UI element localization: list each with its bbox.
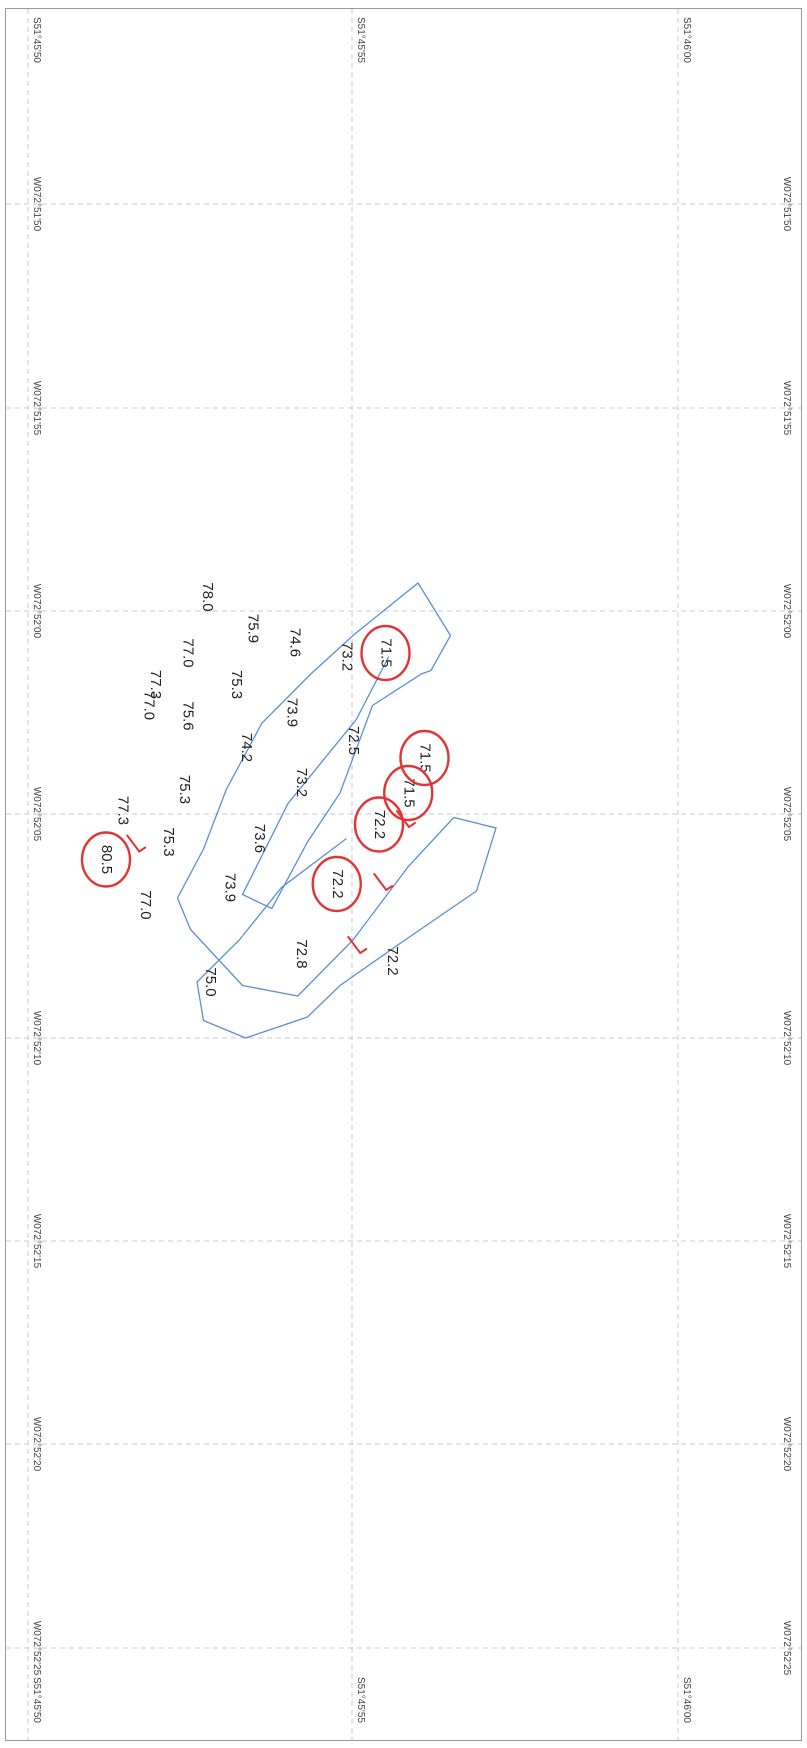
reading-label: 75.3 xyxy=(160,827,177,856)
grid-lines xyxy=(6,9,801,1740)
lat-label-top: S51°45'55 xyxy=(355,17,366,63)
reading-label: 80.5 xyxy=(98,845,115,874)
lat-label-bottom: S51°46'00 xyxy=(681,1677,692,1723)
lon-label-right: W072°52'00 xyxy=(781,584,792,639)
coordinate-labels: W072°52'25 W072°52'25 W072°52'20 W072°52'20… xyxy=(31,17,792,1723)
reading-label: 75.3 xyxy=(228,670,245,699)
lon-label-right: W072°52'05 xyxy=(781,787,792,842)
reading-labels: 71.571.571.572.272.272.273.274.675.978.0… xyxy=(98,582,434,996)
lon-label-right: W072°52'20 xyxy=(781,1417,792,1472)
reading-label: 72.2 xyxy=(371,810,388,839)
lon-label-right: W072°51'50 xyxy=(781,177,792,232)
reading-label: 77.3 xyxy=(114,796,131,825)
lon-label-left: W072°51'55 xyxy=(31,381,42,436)
red-tick-mark xyxy=(347,936,368,955)
reading-label: 77.0 xyxy=(140,691,157,720)
red-tick-mark xyxy=(373,873,394,892)
reading-label: 78.0 xyxy=(199,582,216,611)
survey-track-line xyxy=(176,582,497,1039)
lon-label-right: W072°52'15 xyxy=(781,1214,792,1269)
reading-label: 75.6 xyxy=(179,701,196,730)
reading-label: 71.5 xyxy=(400,778,417,807)
lat-label-bottom: S51°45'55 xyxy=(355,1677,366,1723)
lon-label-right: W072°52'10 xyxy=(781,1011,792,1066)
reading-label: 73.2 xyxy=(339,642,356,671)
reading-label: 77.3 xyxy=(147,670,164,699)
reading-label: 71.5 xyxy=(378,638,395,667)
reading-label: 73.9 xyxy=(283,698,300,727)
lon-label-left: W072°51'50 xyxy=(31,177,42,232)
red-circle xyxy=(80,831,132,888)
reading-label: 72.5 xyxy=(345,726,362,755)
reading-label: 73.6 xyxy=(251,824,268,853)
red-circle xyxy=(311,855,362,913)
reading-label: 75.9 xyxy=(244,614,261,643)
red-circle xyxy=(360,624,411,682)
reading-label: 74.2 xyxy=(238,733,255,762)
reading-label: 73.2 xyxy=(293,768,310,797)
reading-label: 74.6 xyxy=(287,628,304,657)
map-frame xyxy=(5,8,802,1741)
reading-label: 75.3 xyxy=(176,775,193,804)
lon-label-left: W072°52'00 xyxy=(31,584,42,639)
lon-label-left: W072°52'10 xyxy=(31,1011,42,1066)
red-annotations xyxy=(80,624,450,955)
lon-label-right: W072°52'25 xyxy=(781,1621,792,1676)
lat-label-top: S51°45'50 xyxy=(31,17,42,63)
red-circle xyxy=(383,764,434,822)
lon-label-left: W072°52'20 xyxy=(31,1417,42,1472)
reading-label: 77.0 xyxy=(137,890,154,919)
reading-label: 72.2 xyxy=(384,946,401,975)
lat-label-top: S51°46'00 xyxy=(681,17,692,63)
lat-label-bottom: S51°45'50 xyxy=(31,1677,42,1723)
lon-label-left: W072°52'05 xyxy=(31,787,42,842)
lon-label-left: W072°52'25 xyxy=(31,1621,42,1676)
red-tick-mark xyxy=(396,810,416,829)
reading-label: 72.2 xyxy=(329,869,346,898)
reading-label: 72.8 xyxy=(293,939,310,968)
red-tick-mark xyxy=(126,834,147,853)
lon-label-right: W072°51'55 xyxy=(781,381,792,436)
red-circle xyxy=(353,796,405,853)
lon-label-left: W072°52'15 xyxy=(31,1214,42,1269)
reading-label: 75.0 xyxy=(202,967,219,996)
red-circle xyxy=(399,729,450,787)
reading-label: 71.5 xyxy=(417,743,434,772)
reading-label: 73.9 xyxy=(222,873,239,902)
reading-label: 77.0 xyxy=(179,638,196,667)
